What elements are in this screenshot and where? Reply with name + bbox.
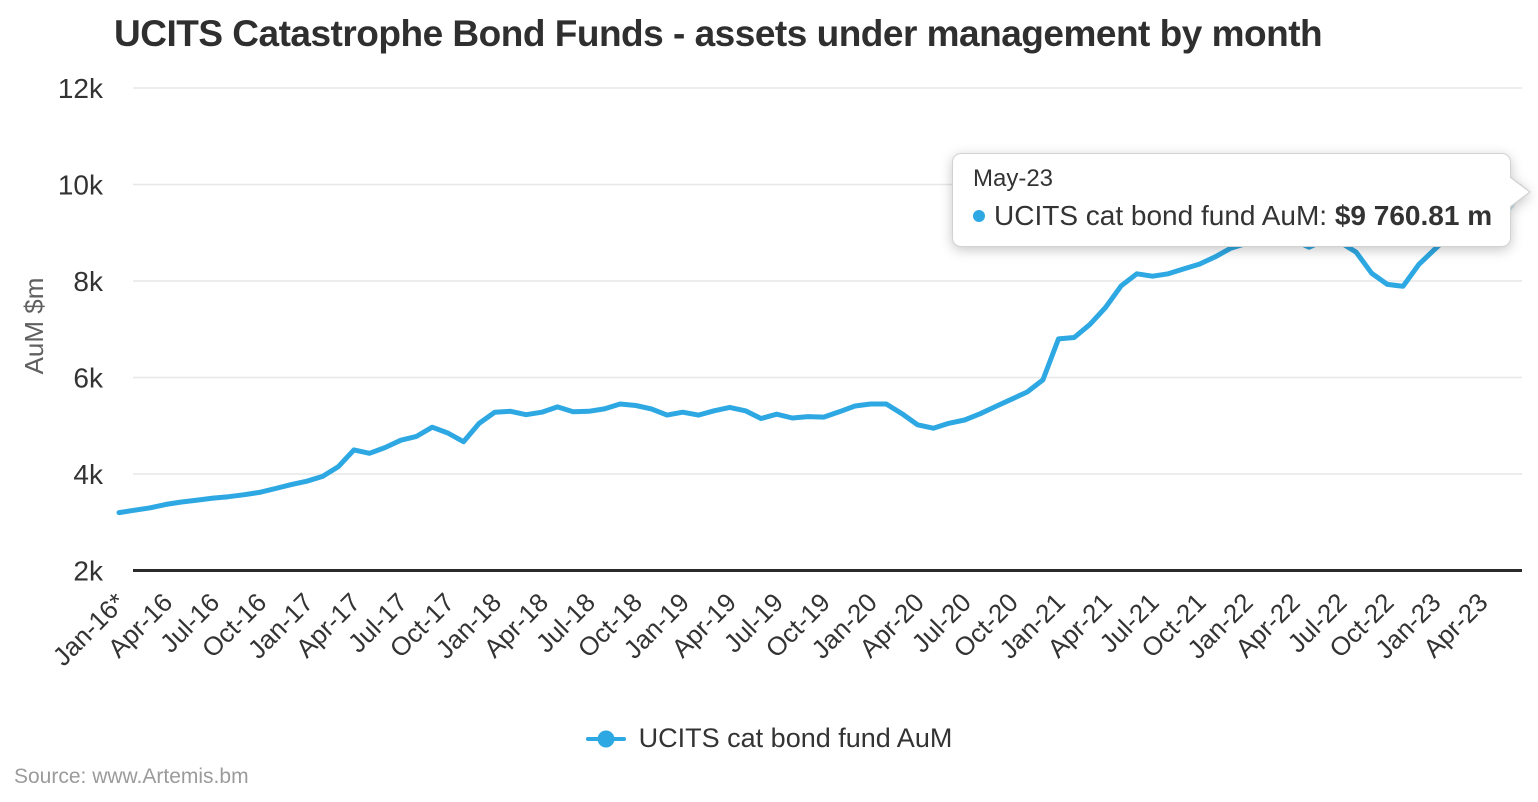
tooltip-series-row: UCITS cat bond fund AuM: $9 760.81 m	[973, 200, 1492, 232]
series-bullet-icon	[973, 210, 985, 222]
y-tick-label: 2k	[73, 556, 104, 587]
y-tick-label: 10k	[58, 170, 104, 201]
source-attribution: Source: www.Artemis.bm	[14, 765, 249, 788]
legend-series-label: UCITS cat bond fund AuM	[638, 723, 953, 753]
tooltip-value: $9 760.81 m	[1334, 200, 1493, 231]
chart-title: UCITS Catastrophe Bond Funds - assets un…	[114, 13, 1323, 54]
y-tick-label: 4k	[73, 459, 104, 490]
tooltip: May-23 UCITS cat bond fund AuM: $9 760.8…	[952, 153, 1532, 247]
tooltip-series-text: UCITS cat bond fund AuM: $9 760.81 m	[994, 200, 1492, 232]
tooltip-date: May-23	[973, 165, 1054, 192]
y-tick-label: 12k	[58, 73, 104, 104]
legend-dot-icon	[597, 730, 615, 747]
legend-line-marker-icon	[585, 730, 626, 747]
y-tick-label: 6k	[73, 363, 104, 394]
tooltip-series-label: UCITS cat bond fund AuM:	[994, 200, 1328, 231]
legend-item[interactable]: UCITS cat bond fund AuM	[0, 723, 1538, 754]
y-tick-label: 8k	[73, 266, 104, 297]
